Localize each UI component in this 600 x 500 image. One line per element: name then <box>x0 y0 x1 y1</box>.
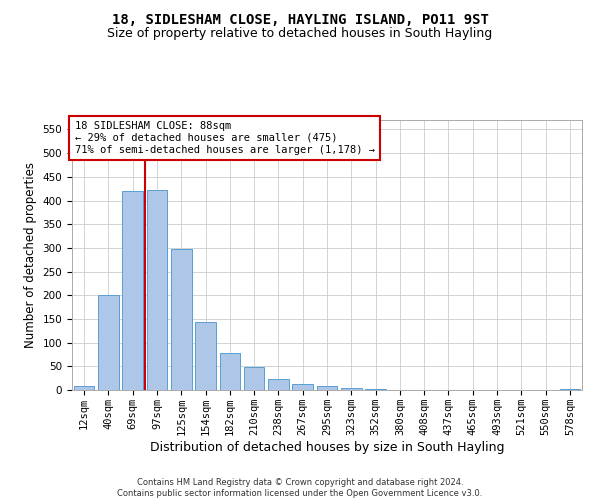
Bar <box>220 353 240 390</box>
Bar <box>268 379 289 390</box>
Bar <box>341 388 362 390</box>
Bar <box>317 386 337 390</box>
Bar <box>146 190 167 390</box>
X-axis label: Distribution of detached houses by size in South Hayling: Distribution of detached houses by size … <box>150 440 504 454</box>
Y-axis label: Number of detached properties: Number of detached properties <box>24 162 37 348</box>
Bar <box>98 296 119 390</box>
Text: 18, SIDLESHAM CLOSE, HAYLING ISLAND, PO11 9ST: 18, SIDLESHAM CLOSE, HAYLING ISLAND, PO1… <box>112 12 488 26</box>
Bar <box>74 386 94 390</box>
Bar <box>560 388 580 390</box>
Text: 18 SIDLESHAM CLOSE: 88sqm
← 29% of detached houses are smaller (475)
71% of semi: 18 SIDLESHAM CLOSE: 88sqm ← 29% of detac… <box>74 122 374 154</box>
Bar <box>365 388 386 390</box>
Bar <box>292 384 313 390</box>
Text: Contains HM Land Registry data © Crown copyright and database right 2024.
Contai: Contains HM Land Registry data © Crown c… <box>118 478 482 498</box>
Bar <box>122 191 143 390</box>
Bar <box>171 249 191 390</box>
Bar <box>195 322 216 390</box>
Text: Size of property relative to detached houses in South Hayling: Size of property relative to detached ho… <box>107 28 493 40</box>
Bar <box>244 368 265 390</box>
